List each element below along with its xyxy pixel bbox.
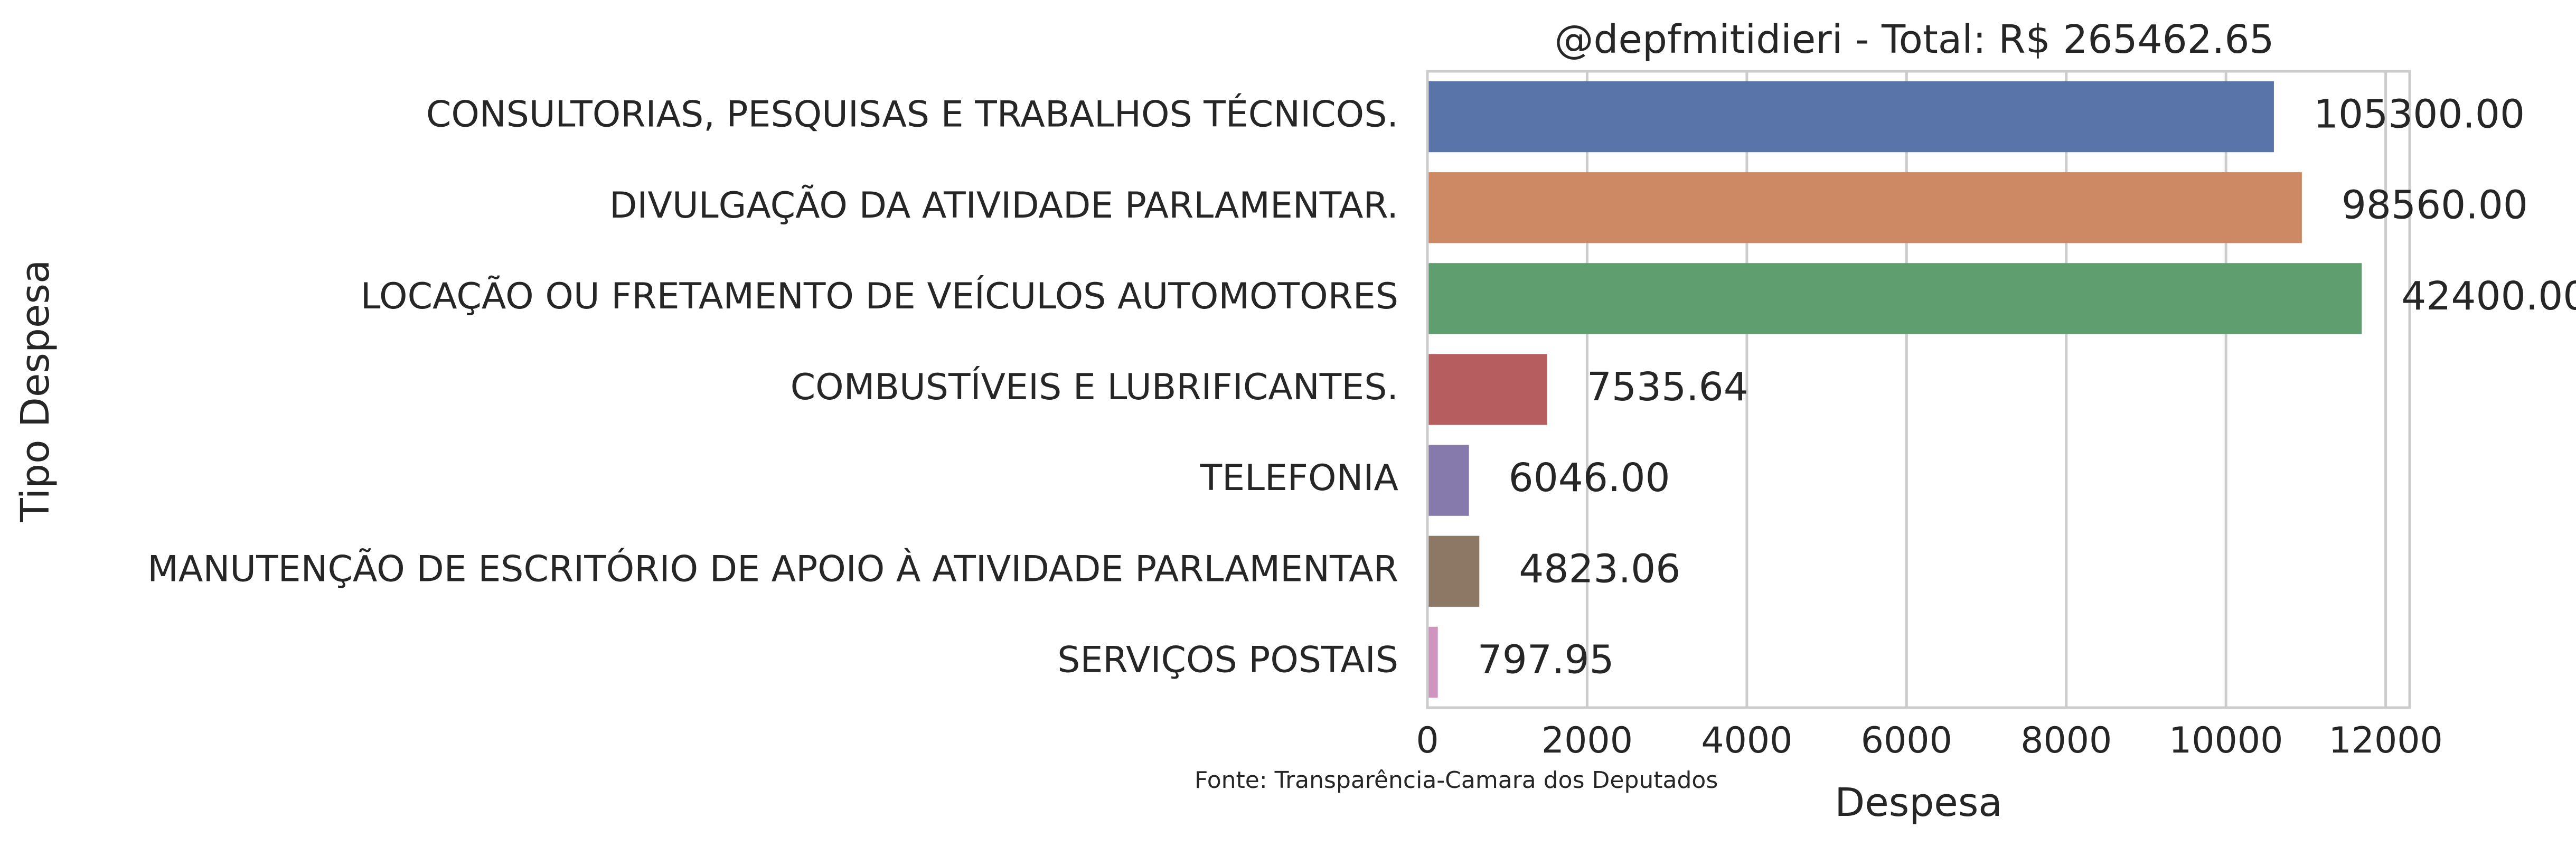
value-label: 6046.00 [1509, 455, 1670, 501]
bars [1427, 81, 2362, 698]
value-labels: 105300.00 98560.00 42400.00 7535.64 6046.00 4… [1478, 92, 2576, 683]
value-label: 4823.06 [1519, 546, 1680, 591]
y-axis-label: Tipo Despesa [13, 260, 58, 523]
x-tick-label: 12000 [2328, 720, 2442, 762]
bar [1427, 535, 1480, 607]
category-label: DIVULGAÇÃO DA ATIVIDADE PARLAMENTAR. [609, 184, 1398, 227]
value-label: 7535.64 [1587, 364, 1748, 410]
category-labels: CONSULTORIAS, PESQUISAS E TRABALHOS TÉCN… [147, 93, 1398, 681]
chart-title: @depfmitidieri - Total: R$ 265462.65 [1554, 17, 2274, 62]
value-label: 797.95 [1478, 637, 1614, 682]
category-label: MANUTENÇÃO DE ESCRITÓRIO DE APOIO À ATIV… [147, 548, 1398, 590]
x-tick-label: 2000 [1541, 720, 1633, 762]
category-label: SERVIÇOS POSTAIS [1057, 639, 1398, 681]
value-label: 42400.00 [2401, 274, 2576, 319]
category-label: COMBUSTÍVEIS E LUBRIFICANTES. [791, 366, 1398, 408]
bar [1427, 172, 2302, 243]
x-tick-label: 8000 [2020, 720, 2112, 762]
bar [1427, 354, 1547, 425]
value-label: 105300.00 [2314, 92, 2525, 137]
x-tick-labels: 0 2000 4000 6000 8000 10000 12000 [1416, 720, 2442, 762]
category-label: LOCAÇÃO OU FRETAMENTO DE VEÍCULOS AUTOMO… [361, 275, 1398, 317]
bar [1427, 81, 2274, 153]
x-tick-label: 4000 [1701, 720, 1792, 762]
source-note: Fonte: Transparência-Camara dos Deputado… [1195, 767, 1718, 794]
x-tick-label: 6000 [1861, 720, 1952, 762]
value-label: 98560.00 [2342, 183, 2528, 228]
x-tick-label: 0 [1416, 720, 1439, 762]
bar [1427, 626, 1438, 698]
x-tick-label: 10000 [2169, 720, 2283, 762]
bar [1427, 445, 1469, 516]
plot-frame [1426, 70, 2411, 709]
x-axis-label: Despesa [1835, 780, 2002, 825]
category-label: TELEFONIA [1200, 457, 1398, 499]
grid-lines [1426, 71, 2387, 708]
bar [1427, 263, 2362, 334]
category-label: CONSULTORIAS, PESQUISAS E TRABALHOS TÉCN… [426, 93, 1398, 136]
